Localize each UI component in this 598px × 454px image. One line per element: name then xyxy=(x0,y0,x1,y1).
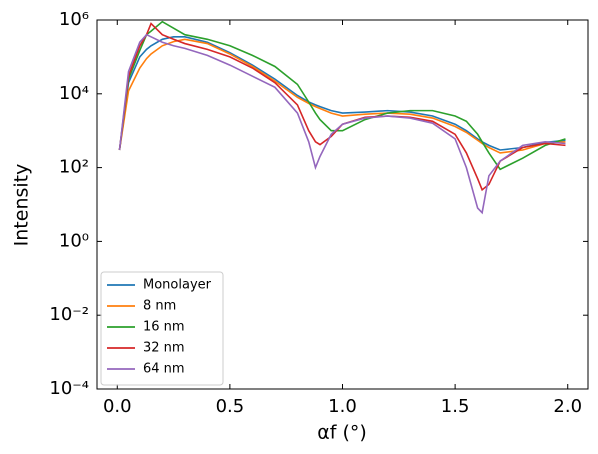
legend-label: Monolayer xyxy=(143,278,212,293)
legend-label: 32 nm xyxy=(143,341,185,356)
legend-box xyxy=(100,271,224,386)
series-line xyxy=(118,20,566,171)
y-tick-label: 10⁻⁴ xyxy=(49,378,89,399)
x-tick-label: 0.5 xyxy=(216,396,245,417)
series-line xyxy=(118,38,566,154)
x-tick-label: 1.0 xyxy=(328,396,357,417)
x-tick-label: 0.0 xyxy=(103,396,132,417)
x-axis-label: αf (°) xyxy=(317,422,367,444)
legend-label: 16 nm xyxy=(143,320,185,335)
legend-label: 64 nm xyxy=(143,362,185,377)
y-axis-label: Intensity xyxy=(11,164,33,247)
y-tick-label: 10⁴ xyxy=(59,83,89,104)
x-tick-label: 2.0 xyxy=(553,396,582,417)
y-tick-label: 10⁶ xyxy=(59,9,89,30)
y-tick-label: 10⁰ xyxy=(59,230,89,251)
y-tick-label: 10⁻² xyxy=(49,304,89,325)
series-line xyxy=(118,36,566,151)
y-tick-label: 10² xyxy=(59,157,89,178)
series-line xyxy=(118,22,566,192)
series-line xyxy=(118,33,566,215)
legend-label: 8 nm xyxy=(143,299,176,314)
x-tick-label: 1.5 xyxy=(441,396,470,417)
